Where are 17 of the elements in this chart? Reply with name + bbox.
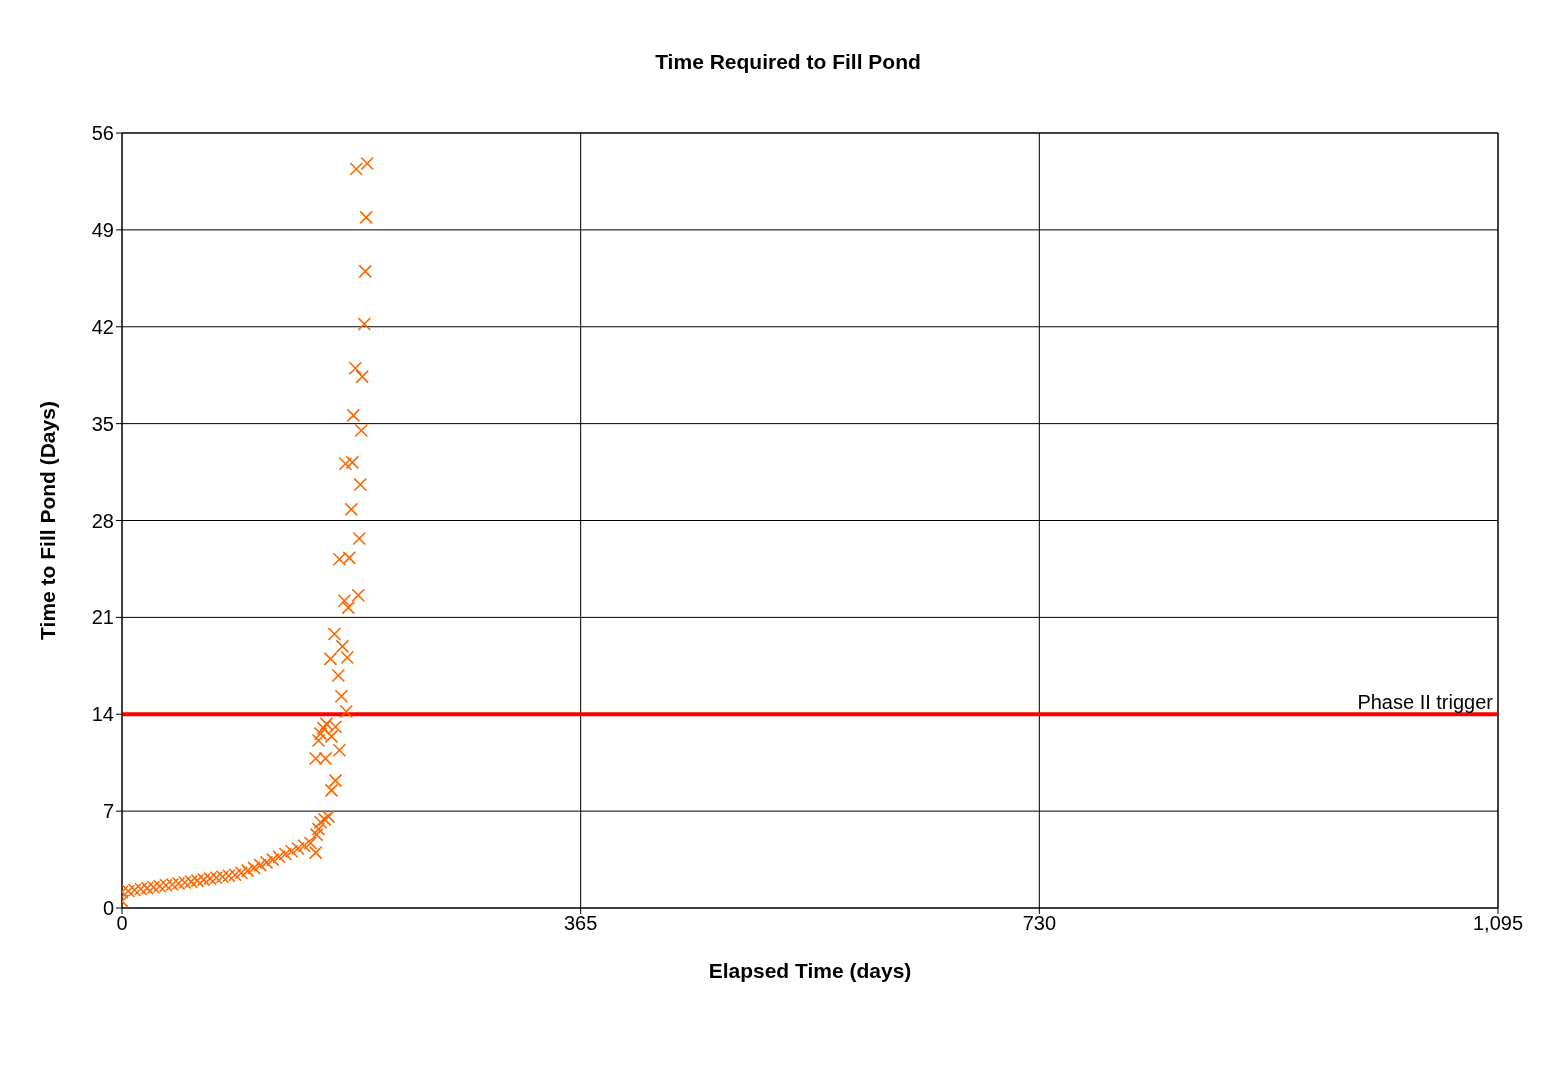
y-tick-label: 0: [102, 897, 114, 920]
x-tick-label: 730: [1022, 912, 1057, 935]
y-tick-label: 14: [91, 703, 114, 726]
x-tick-label: 0: [116, 912, 128, 935]
x-tick-label: 1,095: [1472, 912, 1524, 935]
y-tick-label: 42: [91, 315, 114, 338]
y-tick-label: 49: [91, 218, 114, 241]
y-axis-title: Time to Fill Pond (Days): [36, 401, 60, 640]
ref-line-label: Phase II trigger: [1357, 691, 1494, 714]
y-tick-label: 7: [102, 800, 114, 823]
y-tick-label: 35: [91, 412, 114, 435]
y-tick-label: 56: [91, 122, 114, 145]
x-axis-title: Elapsed Time (days): [708, 959, 912, 982]
chart-title: Time Required to Fill Pond: [654, 50, 922, 74]
y-tick-label: 28: [91, 509, 114, 532]
x-tick-label: 365: [563, 912, 598, 935]
y-tick-label: 21: [91, 606, 114, 629]
